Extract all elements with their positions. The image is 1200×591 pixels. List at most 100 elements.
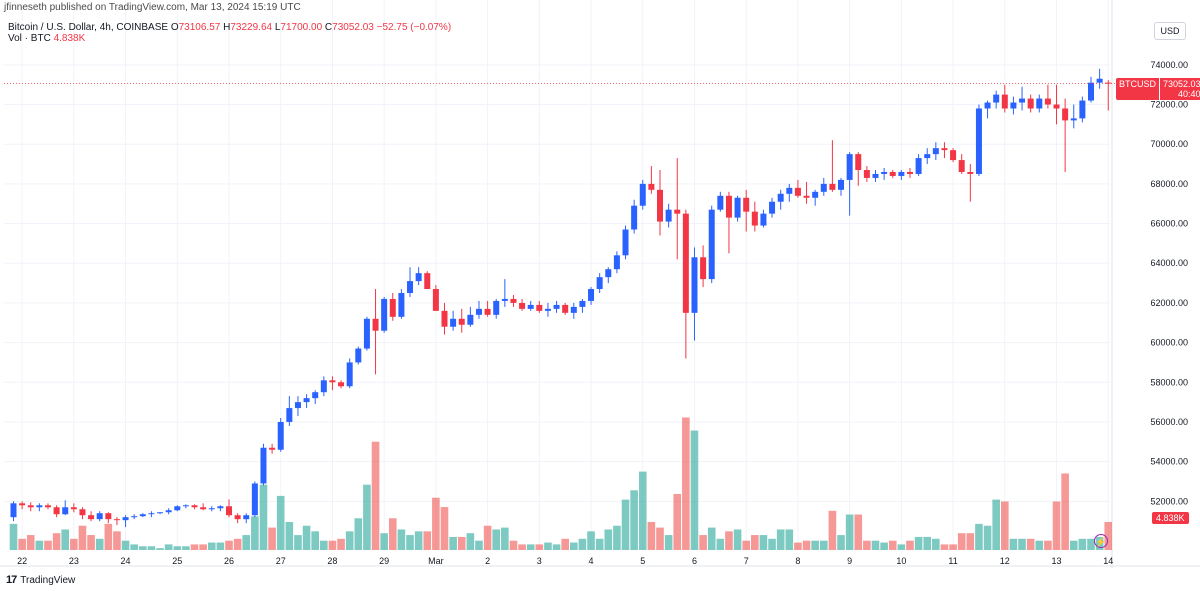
volume-bar bbox=[113, 531, 121, 550]
x-tick-label: 3 bbox=[537, 556, 542, 566]
candle-body bbox=[346, 362, 353, 387]
price-badge-values: 73052.03 40:40 bbox=[1160, 78, 1200, 100]
candle-body bbox=[967, 171, 974, 174]
candle-body bbox=[355, 348, 362, 363]
volume-bar bbox=[190, 544, 199, 550]
volume-bar bbox=[785, 529, 794, 550]
candle-body bbox=[251, 483, 258, 516]
x-tick-label: 26 bbox=[224, 556, 234, 566]
last-price-badge: BTCUSD 73052.03 40:40 bbox=[1116, 78, 1200, 100]
volume-bar bbox=[509, 540, 518, 550]
candle-body bbox=[1070, 118, 1077, 121]
volume-bar bbox=[380, 533, 388, 550]
x-tick-label: 5 bbox=[640, 556, 645, 566]
candle-body bbox=[605, 269, 612, 278]
candle-body bbox=[1001, 94, 1008, 109]
candle-body bbox=[450, 318, 457, 327]
candle-body bbox=[881, 171, 888, 174]
candle-body bbox=[1019, 98, 1026, 103]
candle-body bbox=[191, 505, 198, 508]
x-tick-label: 2 bbox=[485, 556, 490, 566]
volume-bar bbox=[544, 542, 552, 550]
x-tick-label: 6 bbox=[692, 556, 697, 566]
volume-bar bbox=[535, 544, 544, 550]
ohlc-legend: Bitcoin / U.S. Dollar, 4h, COINBASE O731… bbox=[8, 22, 451, 33]
publisher-line: jfinneseth published on TradingView.com,… bbox=[4, 2, 301, 13]
y-tick-label: 68000.00 bbox=[1150, 179, 1188, 189]
candle-body bbox=[44, 505, 51, 508]
lightning-icon[interactable]: ⚡ bbox=[1094, 534, 1108, 548]
candle-body bbox=[915, 158, 922, 174]
candle-body bbox=[794, 187, 801, 196]
candle-body bbox=[984, 102, 991, 109]
candle-body bbox=[682, 213, 689, 313]
price-badge-price: 73052.03 bbox=[1163, 79, 1200, 89]
volume-bar bbox=[949, 544, 957, 550]
x-tick-label: Mar bbox=[428, 556, 444, 566]
candle-body bbox=[415, 273, 422, 282]
volume-bar bbox=[276, 495, 285, 550]
volume-bar bbox=[242, 535, 251, 550]
volume-bar bbox=[225, 540, 233, 550]
volume-bar bbox=[302, 525, 311, 550]
volume-bar bbox=[440, 507, 449, 550]
volume-bar bbox=[35, 540, 44, 550]
candle-body bbox=[157, 512, 164, 514]
x-tick-label: 28 bbox=[327, 556, 337, 566]
candle-body bbox=[484, 308, 491, 315]
volume-bar bbox=[595, 538, 604, 550]
volume-bar bbox=[328, 540, 337, 550]
volume-bar bbox=[621, 499, 630, 550]
y-tick-label: 54000.00 bbox=[1150, 457, 1188, 467]
candle-body bbox=[312, 392, 319, 399]
candle-body bbox=[674, 209, 681, 214]
open-value: 73106.57 bbox=[178, 22, 221, 33]
candle-body bbox=[872, 173, 879, 178]
volume-bar bbox=[52, 533, 61, 550]
volume-bar bbox=[78, 525, 87, 550]
candle-body bbox=[596, 277, 603, 290]
volume-bar bbox=[483, 525, 492, 550]
candle-body bbox=[96, 513, 103, 520]
candle-body bbox=[88, 515, 95, 520]
candle-body bbox=[441, 310, 448, 327]
volume-bar bbox=[9, 523, 18, 550]
volume-bar bbox=[432, 497, 440, 550]
volume-bar bbox=[337, 538, 345, 550]
candle-body bbox=[855, 154, 862, 170]
volume-bar bbox=[570, 542, 578, 550]
candle-body bbox=[812, 191, 819, 198]
tradingview-logo[interactable]: 17 TradingView bbox=[6, 574, 75, 586]
candle-body bbox=[208, 508, 215, 510]
candle-body bbox=[544, 308, 551, 311]
candle-body bbox=[131, 516, 138, 518]
volume-bar bbox=[966, 533, 975, 550]
candle-body bbox=[1053, 104, 1060, 109]
volume-bar bbox=[897, 544, 906, 550]
candle-body bbox=[975, 108, 982, 174]
volume-bar bbox=[354, 518, 363, 550]
volume-bar bbox=[26, 535, 35, 550]
volume-bar bbox=[940, 544, 949, 550]
candle-body bbox=[553, 304, 560, 309]
volume-bar bbox=[449, 536, 457, 550]
candle-body bbox=[846, 154, 853, 180]
candle-body bbox=[803, 195, 810, 198]
candle-body bbox=[570, 306, 577, 313]
volume-bar bbox=[880, 542, 888, 550]
volume-bar bbox=[802, 540, 811, 550]
currency-button[interactable]: USD bbox=[1154, 22, 1186, 40]
volume-bar bbox=[1052, 501, 1061, 550]
candle-body bbox=[527, 304, 534, 309]
volume-bar bbox=[707, 527, 716, 550]
y-tick-label: 58000.00 bbox=[1150, 377, 1188, 387]
volume-bar bbox=[216, 542, 225, 550]
volume-bar bbox=[957, 533, 966, 550]
volume-bar bbox=[759, 535, 768, 550]
volume-bar bbox=[699, 535, 707, 550]
candle-body bbox=[1027, 98, 1034, 109]
volume-bar bbox=[578, 538, 587, 550]
volume-bar bbox=[259, 484, 268, 550]
volume-bar bbox=[983, 525, 992, 550]
